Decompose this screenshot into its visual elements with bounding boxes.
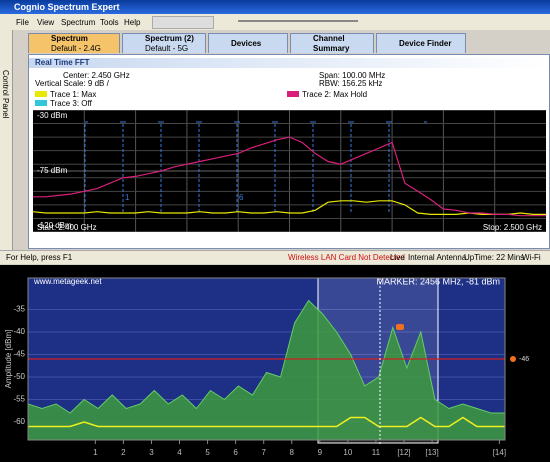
legend-swatch	[35, 91, 47, 97]
x-tick-label: 11	[372, 448, 381, 457]
legend-label: Trace 3: Off	[50, 99, 92, 108]
x-tick-label: [12]	[397, 448, 410, 457]
status: Internal Antenna	[408, 253, 467, 262]
frame	[27, 277, 506, 441]
fft-plot: -30 dBm -75 dBm -120 dBm 1 6 Start: 2.400 GHz…	[33, 110, 546, 232]
status-bar: For Help, press F1 Wireless LAN Card Not…	[0, 250, 550, 264]
y-tick-label: -120 dBm	[37, 221, 72, 230]
tab-label: Devices	[231, 39, 262, 48]
legend-item: Trace 2: Max Hold	[287, 90, 367, 99]
y-tick-label: -60	[13, 417, 25, 426]
legend-item: Trace 1: Max	[35, 90, 96, 99]
channel-bracket	[160, 121, 199, 212]
menu-item[interactable]: Tools	[100, 18, 119, 27]
channel-bracket	[274, 121, 313, 212]
tab-sub: Default - 5G	[145, 44, 189, 53]
tab[interactable]: Spectrum (2) Default - 5G	[122, 33, 206, 53]
tab[interactable]: Devices	[208, 33, 288, 53]
info: RBW: 156.25 kHz	[319, 79, 383, 88]
side-panel: Control Panel	[0, 30, 13, 255]
marker-handle	[396, 324, 404, 330]
tab[interactable]: Channel Summary	[290, 33, 374, 53]
panel-header: Real Time FFT	[29, 58, 549, 68]
tab-sub: Default - 2.4G	[51, 44, 101, 53]
y-tick-label: -30 dBm	[37, 111, 68, 120]
window-title: Cognio Spectrum Expert	[14, 2, 120, 12]
channel-bracket	[198, 121, 237, 212]
menu-item[interactable]: View	[37, 18, 55, 27]
x-tick-label: 2	[121, 448, 126, 457]
info: Span: 100.00 MHz	[319, 71, 386, 80]
x-tick-label: 7	[261, 448, 266, 457]
trace	[33, 136, 546, 217]
y-tick-label: -35	[13, 305, 25, 314]
panel-title: Real Time FFT	[35, 58, 90, 67]
status: UpTime: 22 Mins	[464, 253, 525, 262]
y-axis-label: Amplitude [dBm]	[4, 330, 13, 389]
stop-label: Stop: 2.500 GHz	[483, 223, 542, 232]
x-tick-label: [13]	[425, 448, 438, 457]
y-tick-label: -50	[13, 372, 25, 381]
x-tick-label: 10	[343, 448, 352, 457]
legend-swatch	[35, 100, 47, 106]
x-tick-label: [14]	[493, 448, 506, 457]
toolbar	[152, 16, 214, 29]
tab-label: Device Finder	[399, 39, 452, 48]
slider[interactable]	[238, 20, 358, 22]
legend-item: Trace 3: Off	[35, 99, 92, 108]
legend-swatch	[287, 91, 299, 97]
y-tick-label: -45	[13, 350, 25, 359]
x-tick-label: 1	[93, 448, 98, 457]
channel-bracket	[84, 121, 123, 212]
brand: www.metageek.net	[33, 277, 102, 286]
status: Wi-Fi	[522, 253, 541, 262]
channel-label: 6	[239, 193, 244, 202]
x-tick-label: 4	[177, 448, 182, 457]
tab[interactable]: Spectrum Default - 2.4G	[28, 33, 120, 53]
tab-label: Spectrum	[51, 34, 88, 43]
status: Live	[390, 253, 405, 262]
channel-bracket	[350, 121, 389, 212]
tab-label: Spectrum (2)	[145, 34, 194, 43]
channel-bracket	[122, 121, 161, 212]
tab-label: Channel Summary	[313, 34, 350, 53]
menu-item[interactable]: File	[16, 18, 29, 27]
channel-bracket	[388, 121, 427, 212]
x-tick-label: 9	[318, 448, 323, 457]
start-label: Start: 2.400 GHz	[37, 223, 97, 232]
y-tick-label: -40	[13, 327, 25, 336]
side-tab[interactable]: Control Panel	[1, 70, 10, 119]
info: Vertical Scale: 9 dB /	[35, 79, 109, 88]
legend-label: Trace 1: Max	[50, 90, 97, 99]
menu-item[interactable]: Spectrum	[61, 18, 96, 27]
channel-label: 1	[125, 193, 130, 202]
y-tick-label: -75 dBm	[37, 166, 68, 175]
channel-bracket	[236, 121, 275, 212]
channel-bracket	[312, 121, 351, 212]
x-tick-label: 5	[205, 448, 210, 457]
menu-item[interactable]: Help	[124, 18, 141, 27]
x-tick-label: 6	[233, 448, 238, 457]
line	[28, 416, 505, 428]
menu-bar: File View Spectrum Tools Help	[0, 14, 550, 30]
tab[interactable]: Device Finder	[376, 33, 466, 53]
metageek-chart: www.metageek.net MARKER: 2456 MHz, -81 dB…	[0, 265, 550, 462]
title-bar: Cognio Spectrum Expert	[0, 0, 550, 14]
y-tick-label: -55	[13, 395, 25, 404]
area	[27, 299, 506, 441]
trace	[33, 200, 546, 215]
threshold-handle	[510, 356, 516, 362]
threshold-label: -46	[519, 356, 529, 363]
legend-label: Trace 2: Max Hold	[302, 90, 368, 99]
info: Center: 2.450 GHz	[63, 71, 130, 80]
status: Wireless LAN Card Not Detected	[288, 253, 405, 262]
status: For Help, press F1	[6, 253, 73, 262]
x-tick-label: 3	[149, 448, 154, 457]
x-tick-label: 8	[290, 448, 295, 457]
